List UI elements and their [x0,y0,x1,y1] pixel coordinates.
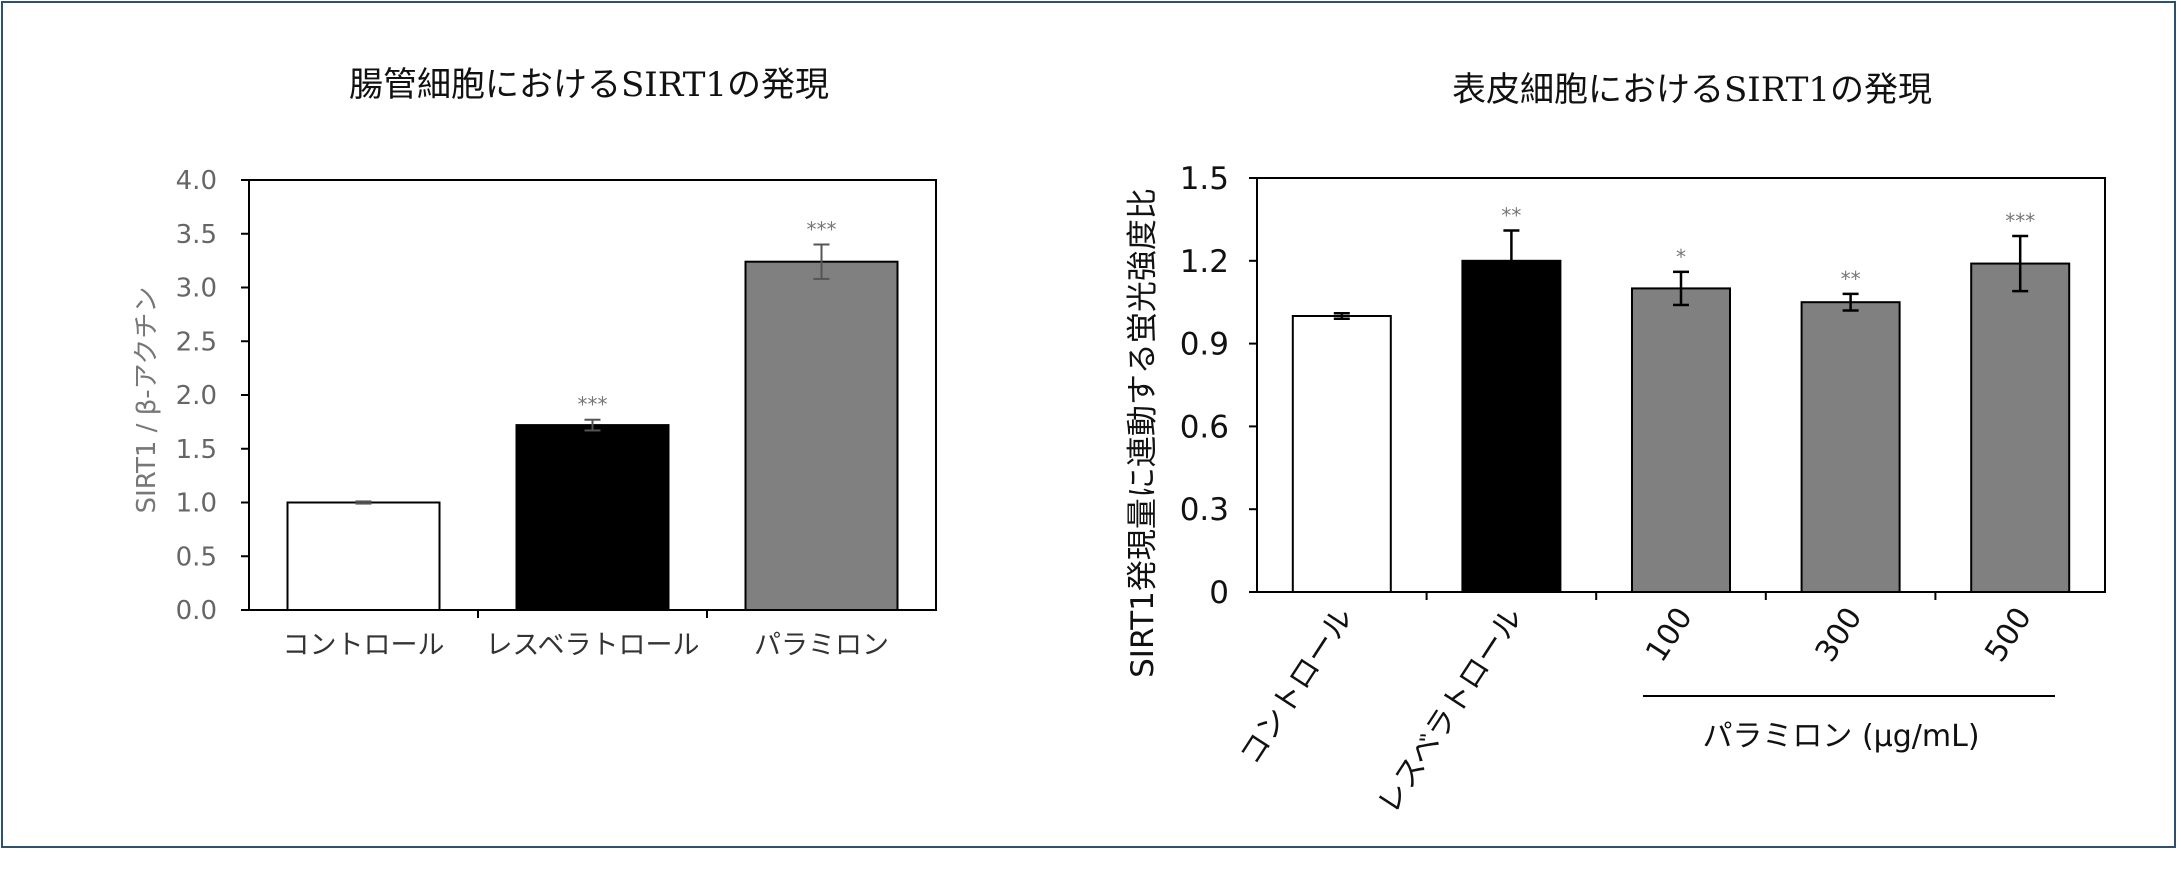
x-category-label: レスベラトロール [485,630,699,661]
chart-left-title: 腸管細胞におけるSIRT1の発現 [349,65,829,105]
y-tick-label: 1.0 [176,489,217,519]
y-tick-label: 0.9 [1180,327,1229,363]
y-tick-label: 1.2 [1180,244,1229,280]
chart-right-title: 表皮細胞におけるSIRT1の発現 [1452,70,1932,110]
figure-frame: 腸管細胞におけるSIRT1の発現 SIRT1 / β-アクチン 0.0 0.5 1.… [1,1,2176,848]
chart-canvas: 腸管細胞におけるSIRT1の発現 SIRT1 / β-アクチン 0.0 0.5 1.… [132,65,2106,820]
significance-label: * [1676,245,1686,269]
chart-left-ylabel: SIRT1 / β-アクチン [132,287,162,514]
y-tick-label: 1.5 [1180,161,1229,197]
x-category-label: レスベラトロール [1371,601,1530,820]
bar [1291,315,1392,593]
y-tick-label: 2.5 [176,327,217,357]
x-category-label: パラミロン [754,630,889,661]
bar [515,424,670,611]
y-tick-label: 3.5 [176,220,217,250]
bar [286,501,441,611]
significance-label: *** [2005,209,2035,233]
y-tick-label: 0.0 [176,596,217,626]
group-label: パラミロン (μg/mL) [1702,719,1979,754]
y-tick-label: 1.5 [176,435,217,465]
y-tick-label: 3.0 [176,274,217,304]
y-tick-label: 0 [1209,575,1229,611]
significance-label: ** [1501,203,1521,227]
bar [744,260,899,611]
bar [1631,287,1731,593]
bar [1970,262,2071,593]
significance-label: ** [1841,267,1861,291]
bar [1800,301,1901,593]
y-tick-label: 2.0 [176,381,217,411]
x-category-label: 100 [1639,601,1700,668]
y-tick-label: 0.5 [176,542,217,572]
significance-label: *** [807,218,837,242]
x-category-label: コントロール [283,630,445,661]
significance-label: *** [578,393,608,417]
x-category-label: コントロール [1233,601,1360,771]
chart-left: 腸管細胞におけるSIRT1の発現 SIRT1 / β-アクチン 0.0 0.5 1.… [132,65,937,661]
x-category-label: 300 [1809,601,1870,668]
chart-left-plot: 0.0 0.5 1.0 1.5 2.0 2.5 3.0 3.5 4.0 コントロール *** レスベラ… [176,166,937,661]
y-tick-label: 0.3 [1180,492,1229,528]
bar [1461,259,1562,593]
chart-right: 表皮細胞におけるSIRT1の発現 SIRT1発現量に連動する蛍光強度比 0 0.3… [1125,70,2106,820]
y-tick-label: 4.0 [176,166,217,196]
chart-right-ylabel: SIRT1発現量に連動する蛍光強度比 [1125,188,1161,678]
x-category-label: 500 [1978,601,2039,668]
y-tick-label: 0.6 [1180,409,1229,445]
